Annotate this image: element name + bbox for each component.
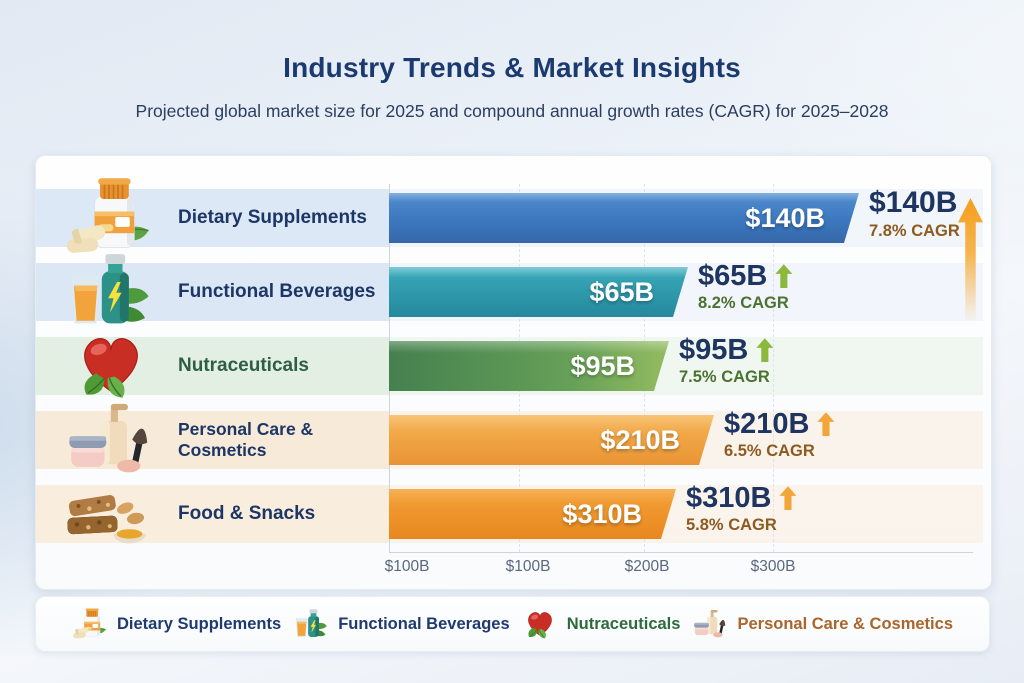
annotation: $210B 6.5% CAGR — [724, 409, 835, 461]
x-tick-label: $200B — [624, 558, 670, 575]
annotation-cagr: 5.8% CAGR — [686, 516, 777, 535]
legend-item-dietary-supplements: Dietary Supplements — [72, 606, 281, 642]
trend-up-arrow-icon — [775, 264, 793, 289]
chart-panel: Dietary Supplements Functional Beverages… — [35, 155, 992, 590]
x-tick-label: $100B — [384, 558, 430, 575]
annotation-value: $95B — [679, 335, 774, 365]
annotation-cagr: 6.5% CAGR — [724, 442, 815, 461]
category-label: Dietary Supplements — [178, 207, 367, 228]
category-label: Nutraceuticals — [178, 355, 309, 376]
bar-value-label: $140B — [745, 202, 825, 233]
legend-label: Functional Beverages — [338, 614, 510, 633]
bar-personal-care: $210B — [389, 415, 714, 465]
heart-leaf-icon — [522, 606, 558, 642]
legend-panel: Dietary Supplements Functional Beverages… — [35, 596, 990, 652]
annotation-cagr: 8.2% CAGR — [698, 294, 789, 313]
legend-label: Dietary Supplements — [117, 614, 282, 633]
annotation: $65B 8.2% CAGR — [698, 261, 793, 313]
legend-label: Personal Care & Cosmetics — [737, 614, 953, 633]
annotation: $95B 7.5% CAGR — [679, 335, 774, 387]
energy-drink-icon — [64, 246, 154, 336]
bar-value-label: $210B — [600, 424, 680, 455]
annotation-value: $210B — [724, 409, 835, 439]
page-title: Industry Trends & Market Insights — [283, 52, 741, 83]
annotation: $310B 5.8% CAGR — [686, 483, 797, 535]
category-label: Personal Care & Cosmetics — [178, 419, 314, 460]
gridline — [644, 184, 645, 552]
legend-item-personal-care: Personal Care & Cosmetics — [692, 606, 953, 642]
legend-item-functional-beverages: Functional Beverages — [293, 606, 510, 642]
supplement-bottle-icon — [72, 606, 108, 642]
cosmetics-icon — [64, 394, 154, 484]
legend-label: Nutraceuticals — [566, 614, 681, 633]
bar-value-label: $95B — [570, 350, 635, 381]
cosmetics-icon — [692, 606, 728, 642]
annotation-value: $140B — [869, 186, 958, 219]
gridline — [773, 184, 774, 552]
page-subtitle: Projected global market size for 2025 an… — [135, 101, 889, 121]
category-label: Functional Beverages — [178, 281, 376, 302]
annotation-value: $310B — [686, 483, 797, 513]
annotation-cagr: 7.5% CAGR — [679, 368, 770, 387]
annotation-value: $65B — [698, 261, 793, 291]
x-axis-line — [389, 552, 973, 553]
energy-drink-icon — [293, 606, 329, 642]
bar-dietary-supplements: $140B — [389, 193, 859, 243]
bar-food-snacks: $310B — [389, 489, 676, 539]
bar-value-label: $65B — [589, 276, 654, 307]
trend-up-arrow-icon — [779, 486, 797, 511]
annotation-cagr: 7.8% CAGR — [869, 221, 960, 240]
trend-up-arrow-icon — [817, 412, 835, 437]
bar-nutraceuticals: $95B — [389, 341, 669, 391]
row-band — [36, 485, 389, 543]
annotation: $140B 7.8% CAGR — [869, 187, 960, 241]
legend-item-nutraceuticals: Nutraceuticals — [522, 606, 681, 642]
trend-up-arrow-icon — [756, 338, 774, 363]
granola-snacks-icon — [58, 472, 158, 558]
x-tick-label: $300B — [750, 558, 796, 575]
category-label: Food & Snacks — [178, 503, 316, 524]
bar-functional-beverages: $65B — [389, 267, 688, 317]
bar-value-label: $310B — [562, 498, 642, 529]
x-tick-label: $100B — [505, 558, 551, 575]
